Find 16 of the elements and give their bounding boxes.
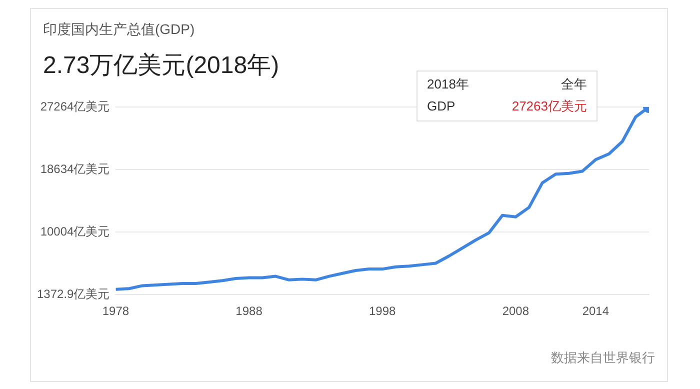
text: 数据来自世界银行 <box>551 349 655 367</box>
x-tick-label: 1988 <box>236 304 263 318</box>
x-tick-label: 2008 <box>502 304 530 318</box>
y-tick-label: 18634亿美元 <box>40 162 110 176</box>
text: 2018年 <box>427 76 469 92</box>
y-tick-label: 10004亿美元 <box>40 224 110 238</box>
x-tick-label: 1978 <box>102 304 130 318</box>
y-tick-label: 27264亿美元 <box>40 99 110 114</box>
annotation: GDP <box>427 98 456 114</box>
annotation: 27263亿美元 <box>512 98 587 114</box>
y-tick-label: 1372.9亿美元 <box>37 286 110 301</box>
x-tick-label: 2014 <box>582 304 610 318</box>
x-tick-label: 1998 <box>369 304 396 318</box>
chart-title: 印度国内生产总值(GDP) <box>43 21 195 39</box>
chart-subtitle: 2.73万亿美元(2018年) <box>43 51 280 81</box>
text: 全年 <box>561 76 587 92</box>
